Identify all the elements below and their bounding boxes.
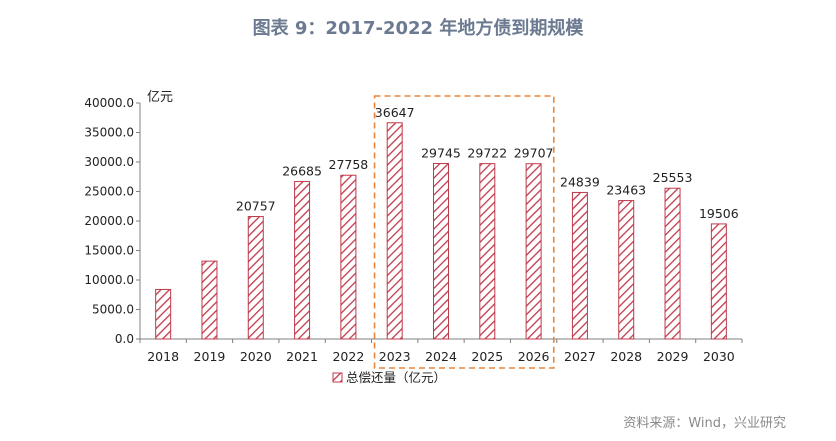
- page-title: 图表 9：2017-2022 年地方债到期规模: [252, 18, 584, 39]
- y-tick-label: 0.0: [115, 332, 134, 346]
- bar: [618, 200, 635, 340]
- x-tick-label: 2030: [703, 349, 735, 364]
- y-tick-label: 5000.0: [92, 303, 134, 317]
- bar: [340, 174, 357, 340]
- x-tick-label: 2018: [147, 349, 179, 364]
- data-label: 29722: [467, 146, 507, 161]
- y-axis-label: 亿元: [147, 90, 173, 105]
- y-tick-label: 30000.0: [84, 155, 134, 169]
- data-label: 20757: [236, 199, 276, 214]
- data-label: 27758: [329, 157, 369, 172]
- x-tick-label: 2023: [379, 349, 411, 364]
- x-tick-label: 2028: [610, 349, 642, 364]
- highlight-box: [373, 95, 555, 369]
- bar: [571, 191, 588, 340]
- bar: [664, 187, 681, 340]
- source-note: 资料来源：Wind，兴业研究: [623, 416, 786, 431]
- data-label: 36647: [375, 105, 415, 120]
- x-tick-label: 2019: [194, 349, 226, 364]
- bar: [155, 288, 172, 340]
- y-tick-label: 15000.0: [84, 244, 134, 258]
- x-tick-label: 2021: [286, 349, 318, 364]
- data-label: 25553: [653, 170, 693, 185]
- y-tick-label: 20000.0: [84, 214, 134, 228]
- y-tick-label: 10000.0: [84, 273, 134, 287]
- x-tick-label: 2027: [564, 349, 596, 364]
- x-tick-label: 2024: [425, 349, 457, 364]
- legend-swatch: [332, 372, 343, 383]
- data-label: 29745: [421, 146, 461, 161]
- legend-label: 总偿还量（亿元）: [346, 370, 446, 385]
- x-tick-label: 2022: [332, 349, 364, 364]
- bar: [201, 260, 218, 340]
- bar: [433, 163, 449, 340]
- y-tick-label: 40000.0: [84, 96, 134, 110]
- bar: [479, 163, 496, 340]
- data-label: 26685: [282, 164, 322, 179]
- bar: [710, 223, 727, 340]
- data-label: 19506: [699, 206, 739, 221]
- bar: [247, 216, 264, 340]
- data-label: 23463: [606, 183, 646, 198]
- y-tick-label: 25000.0: [84, 185, 134, 199]
- x-tick-label: 2026: [518, 349, 550, 364]
- x-tick-label: 2020: [240, 349, 272, 364]
- x-tick-label: 2025: [471, 349, 503, 364]
- y-tick-label: 35000.0: [84, 126, 134, 140]
- data-label: 29707: [514, 146, 554, 161]
- bar: [525, 163, 542, 340]
- bar: [294, 181, 311, 340]
- x-tick-label: 2029: [657, 349, 689, 364]
- bar: [386, 122, 403, 340]
- data-label: 24839: [560, 174, 600, 189]
